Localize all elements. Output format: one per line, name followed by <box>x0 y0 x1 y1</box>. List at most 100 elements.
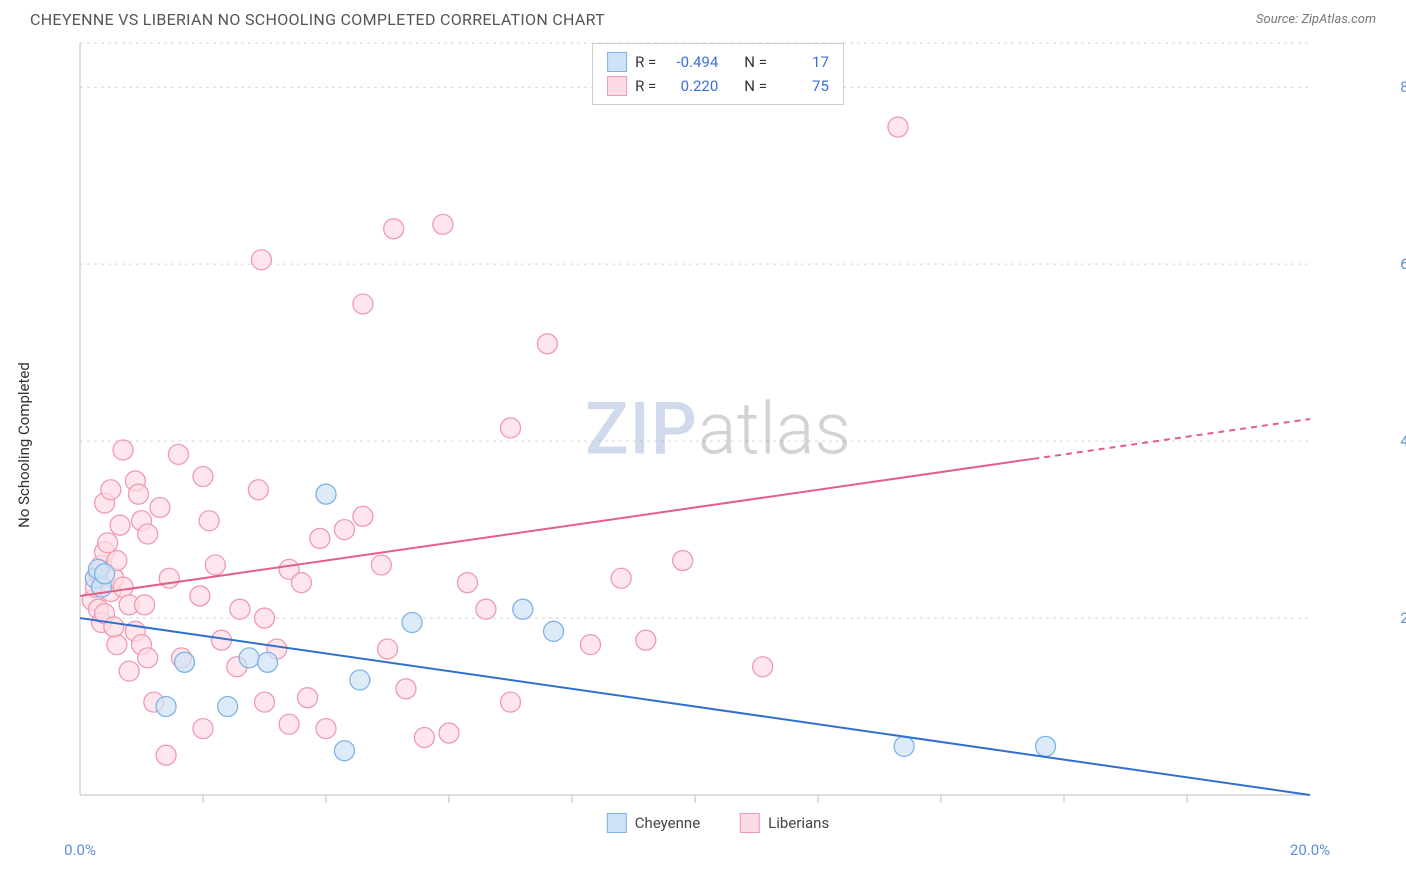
liberians-point <box>255 608 275 628</box>
source-attribution: Source: ZipAtlas.com <box>1256 12 1376 27</box>
liberians-point <box>396 679 416 699</box>
r-label: R = <box>635 74 656 98</box>
liberians-point <box>255 692 275 712</box>
liberians-legend-swatch-icon <box>740 813 760 833</box>
cheyenne-point <box>402 612 422 632</box>
liberians-point <box>310 528 330 548</box>
n-value: 17 <box>775 50 829 74</box>
liberians-point <box>476 599 496 619</box>
liberians-point <box>113 577 133 597</box>
cheyenne-swatch-icon <box>607 52 627 72</box>
scatter-plot <box>60 35 1360 825</box>
liberians-point <box>230 599 250 619</box>
r-label: R = <box>635 50 656 74</box>
liberians-point <box>439 723 459 743</box>
liberians-point <box>119 661 139 681</box>
legend-label: Liberians <box>768 814 829 832</box>
liberians-point <box>334 520 354 540</box>
liberians-point <box>371 555 391 575</box>
liberians-point <box>248 480 268 500</box>
liberians-point <box>107 635 127 655</box>
y-tick-label: 4.0% <box>1400 432 1406 450</box>
liberians-point <box>580 635 600 655</box>
liberians-point <box>156 745 176 765</box>
cheyenne-point <box>350 670 370 690</box>
liberians-point <box>138 648 158 668</box>
cheyenne-point <box>334 741 354 761</box>
liberians-point <box>384 219 404 239</box>
liberians-point <box>138 524 158 544</box>
liberians-point <box>205 555 225 575</box>
n-label: N = <box>744 50 767 74</box>
liberians-point <box>353 294 373 314</box>
chart-container: No Schooling Completed ZIPatlas R =-0.49… <box>60 35 1376 855</box>
legend-item-cheyenne: Cheyenne <box>607 813 700 833</box>
liberians-point <box>501 692 521 712</box>
cheyenne-point <box>156 697 176 717</box>
liberians-point <box>279 714 299 734</box>
x-tick-label: 0.0% <box>64 841 96 859</box>
liberians-point <box>433 214 453 234</box>
cheyenne-point <box>218 697 238 717</box>
stats-row-cheyenne: R = -0.494 N = 17 <box>607 50 829 74</box>
liberians-point <box>104 617 124 637</box>
liberians-point <box>190 586 210 606</box>
liberians-point <box>199 511 219 531</box>
liberians-point <box>150 497 170 517</box>
liberians-point <box>378 639 398 659</box>
liberians-point <box>128 484 148 504</box>
liberians-point <box>636 630 656 650</box>
liberians-point <box>414 727 434 747</box>
liberians-point <box>537 334 557 354</box>
y-axis-label: No Schooling Completed <box>15 362 33 528</box>
source-name: ZipAtlas.com <box>1301 12 1376 27</box>
cheyenne-point <box>513 599 533 619</box>
liberians-point <box>101 480 121 500</box>
y-tick-label: 8.0% <box>1400 78 1406 96</box>
r-value: 0.220 <box>664 74 718 98</box>
liberians-point <box>673 551 693 571</box>
liberians-point <box>291 573 311 593</box>
stats-row-liberians: R = 0.220 N = 75 <box>607 74 829 98</box>
liberians-point <box>501 418 521 438</box>
liberians-point <box>168 444 188 464</box>
liberians-point <box>753 657 773 677</box>
liberians-point <box>611 568 631 588</box>
liberians-swatch-icon <box>607 76 627 96</box>
liberians-point <box>353 506 373 526</box>
liberians-point <box>135 595 155 615</box>
liberians-trend-line-dashed <box>1033 419 1310 459</box>
x-tick-label: 20.0% <box>1290 841 1330 859</box>
liberians-point <box>316 719 336 739</box>
liberians-point <box>193 719 213 739</box>
liberians-point <box>110 515 130 535</box>
series-legend: Cheyenne Liberians <box>607 813 829 833</box>
stats-legend-box: R = -0.494 N = 17 R = 0.220 N = 75 <box>592 43 844 105</box>
liberians-point <box>113 440 133 460</box>
y-tick-label: 2.0% <box>1400 609 1406 627</box>
cheyenne-point <box>175 652 195 672</box>
cheyenne-point <box>544 621 564 641</box>
liberians-point <box>98 533 118 553</box>
liberians-trend-line <box>80 459 1033 596</box>
n-value: 75 <box>775 74 829 98</box>
liberians-point <box>251 250 271 270</box>
cheyenne-point <box>95 564 115 584</box>
r-value: -0.494 <box>664 50 718 74</box>
liberians-point <box>159 568 179 588</box>
y-tick-label: 6.0% <box>1400 255 1406 273</box>
n-label: N = <box>744 74 767 98</box>
liberians-point <box>457 573 477 593</box>
chart-title: CHEYENNE VS LIBERIAN NO SCHOOLING COMPLE… <box>30 10 605 29</box>
legend-label: Cheyenne <box>635 814 700 832</box>
legend-item-liberians: Liberians <box>740 813 829 833</box>
cheyenne-point <box>258 652 278 672</box>
cheyenne-point <box>894 736 914 756</box>
source-prefix: Source: <box>1256 12 1301 27</box>
cheyenne-legend-swatch-icon <box>607 813 627 833</box>
liberians-point <box>888 117 908 137</box>
liberians-point <box>298 688 318 708</box>
cheyenne-point <box>316 484 336 504</box>
cheyenne-point <box>239 648 259 668</box>
liberians-point <box>193 467 213 487</box>
